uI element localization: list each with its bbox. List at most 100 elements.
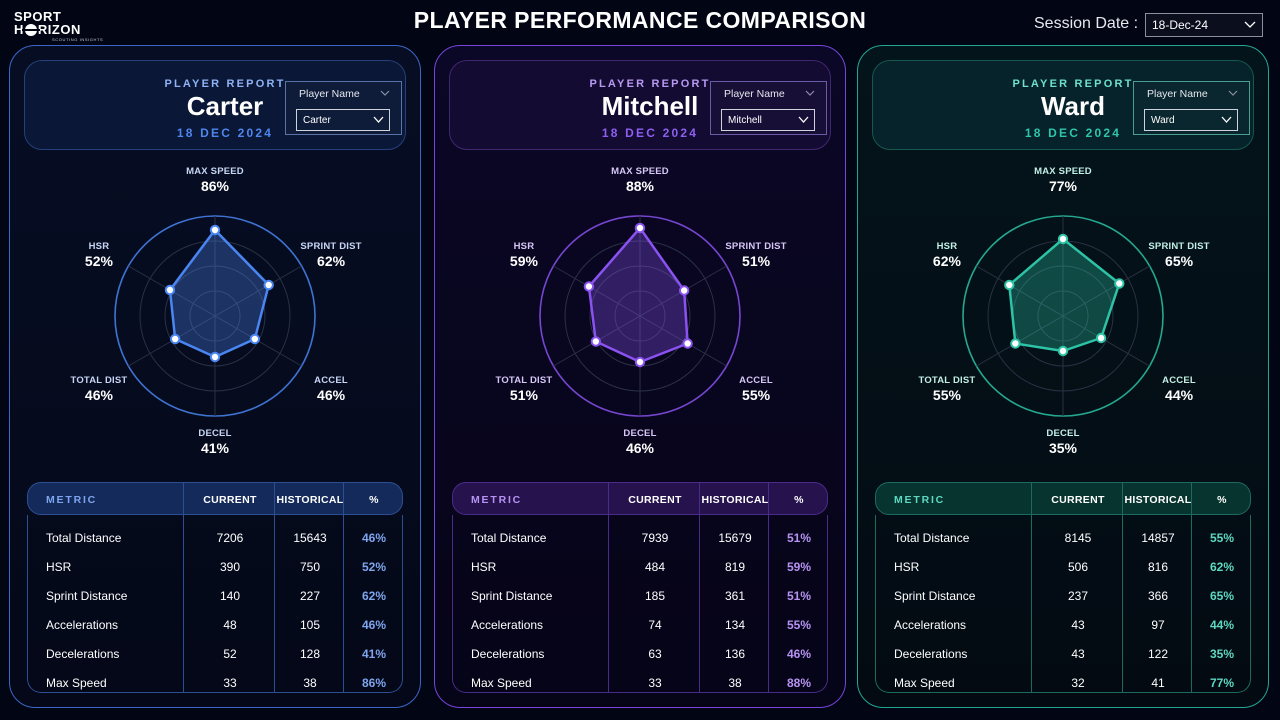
radar-axis-label: DECEL bbox=[1046, 428, 1079, 439]
current-cell: 33 bbox=[223, 676, 237, 690]
column-divider bbox=[699, 482, 700, 693]
radar-point bbox=[634, 356, 646, 368]
chevron-down-icon bbox=[373, 116, 384, 123]
report-date: 18 DEC 2024 bbox=[601, 126, 699, 140]
radar-point bbox=[1095, 332, 1107, 344]
header-metric: METRIC bbox=[471, 494, 523, 506]
column-divider bbox=[343, 482, 344, 693]
radar-point bbox=[634, 222, 646, 234]
player-name-dropdown[interactable]: Carter bbox=[296, 109, 390, 131]
radar-axis-value: 62% bbox=[933, 253, 962, 269]
current-cell: 43 bbox=[1071, 647, 1085, 661]
table-row: Accelerations 43 97 44% bbox=[876, 610, 1252, 639]
table-row: Decelerations 63 136 46% bbox=[453, 639, 829, 668]
table-row: Accelerations 48 105 46% bbox=[28, 610, 404, 639]
radar-axis-value: 35% bbox=[1049, 440, 1078, 456]
historical-cell: 105 bbox=[299, 618, 321, 632]
radar-axis-value: 65% bbox=[1165, 253, 1194, 269]
chevron-down-icon[interactable] bbox=[380, 90, 390, 97]
current-cell: 63 bbox=[648, 647, 662, 661]
historical-cell: 361 bbox=[724, 589, 746, 603]
radar-point bbox=[164, 284, 176, 296]
radar-spoke bbox=[1062, 315, 1150, 367]
historical-cell: 15643 bbox=[293, 531, 327, 545]
table-row: Max Speed 32 41 77% bbox=[876, 668, 1252, 697]
player-name-slicer: Player Name Carter bbox=[285, 81, 402, 135]
metrics-table: METRIC CURRENT HISTORICAL % Total Distan… bbox=[875, 482, 1251, 694]
column-divider bbox=[274, 482, 275, 693]
player-report-label: PLAYER REPORT bbox=[589, 78, 711, 90]
radar-axis-value: 55% bbox=[742, 387, 771, 403]
metric-cell: HSR bbox=[894, 560, 920, 574]
percent-cell: 46% bbox=[361, 531, 387, 545]
radar-point bbox=[169, 333, 181, 345]
report-date: 18 DEC 2024 bbox=[176, 126, 274, 140]
radar-axis-label: MAX SPEED bbox=[611, 166, 669, 177]
metric-cell: Max Speed bbox=[471, 676, 532, 690]
metric-cell: Total Distance bbox=[46, 531, 122, 545]
percent-cell: 55% bbox=[786, 618, 812, 632]
radar-axis-label: SPRINT DIST bbox=[300, 241, 361, 252]
chevron-down-icon[interactable] bbox=[805, 90, 815, 97]
radar-axis-label: SPRINT DIST bbox=[1148, 241, 1209, 252]
historical-cell: 750 bbox=[299, 560, 321, 574]
player-name-dropdown[interactable]: Mitchell bbox=[721, 109, 815, 131]
current-cell: 33 bbox=[648, 676, 662, 690]
player-name-slicer: Player Name Mitchell bbox=[710, 81, 827, 135]
radar-spoke bbox=[1062, 265, 1150, 317]
current-cell: 7939 bbox=[641, 531, 669, 545]
metric-cell: HSR bbox=[46, 560, 72, 574]
slicer-title: Player Name bbox=[1147, 88, 1208, 100]
report-date: 18 DEC 2024 bbox=[1024, 126, 1122, 140]
column-divider bbox=[1191, 482, 1192, 693]
current-cell: 484 bbox=[644, 560, 666, 574]
brand-logo: SPORT H RIZON SCOUTING INSIGHTS bbox=[14, 10, 124, 42]
player-report-label: PLAYER REPORT bbox=[1012, 78, 1134, 90]
table-row: Decelerations 52 128 41% bbox=[28, 639, 404, 668]
historical-cell: 128 bbox=[299, 647, 321, 661]
header-percent: % bbox=[794, 494, 804, 506]
table-row: Max Speed 33 38 88% bbox=[453, 668, 829, 697]
radar-axis-label: MAX SPEED bbox=[1034, 166, 1092, 177]
radar-spoke bbox=[214, 265, 302, 317]
historical-cell: 134 bbox=[724, 618, 746, 632]
metric-cell: HSR bbox=[471, 560, 497, 574]
player-name-dropdown[interactable]: Ward bbox=[1144, 109, 1238, 131]
percent-cell: 52% bbox=[361, 560, 387, 574]
metric-cell: Decelerations bbox=[471, 647, 545, 661]
metric-cell: Decelerations bbox=[46, 647, 120, 661]
historical-cell: 816 bbox=[1147, 560, 1169, 574]
percent-cell: 88% bbox=[786, 676, 812, 690]
table-header: METRIC CURRENT HISTORICAL % bbox=[875, 482, 1251, 515]
player-panel-3: PLAYER REPORT Ward 18 DEC 2024 Player Na… bbox=[857, 45, 1269, 708]
column-divider bbox=[768, 482, 769, 693]
table-row: Accelerations 74 134 55% bbox=[453, 610, 829, 639]
radar-point bbox=[1057, 233, 1069, 245]
radar-axis-value: 77% bbox=[1049, 178, 1078, 194]
header-percent: % bbox=[1217, 494, 1227, 506]
radar-point bbox=[1004, 279, 1015, 291]
chevron-down-icon bbox=[1244, 21, 1256, 28]
percent-cell: 62% bbox=[361, 589, 387, 603]
table-row: Total Distance 7206 15643 46% bbox=[28, 523, 404, 552]
table-row: HSR 484 819 59% bbox=[453, 552, 829, 581]
metric-cell: Sprint Distance bbox=[471, 589, 553, 603]
session-date-dropdown[interactable]: 18-Dec-24 bbox=[1145, 13, 1263, 37]
radar-axis-label: HSR bbox=[937, 241, 958, 252]
column-divider bbox=[183, 482, 184, 693]
logo-line2: H RIZON bbox=[14, 23, 124, 36]
header-current: CURRENT bbox=[203, 494, 257, 506]
percent-cell: 35% bbox=[1209, 647, 1235, 661]
radar-axis-label: TOTAL DIST bbox=[71, 375, 128, 386]
radar-point bbox=[263, 279, 274, 291]
historical-cell: 14857 bbox=[1141, 531, 1175, 545]
metrics-table: METRIC CURRENT HISTORICAL % Total Distan… bbox=[452, 482, 828, 694]
session-date-label: Session Date : bbox=[1034, 15, 1139, 32]
radar-axis-label: HSR bbox=[514, 241, 535, 252]
radar-point bbox=[1057, 345, 1069, 357]
radar-axis-value: 41% bbox=[201, 440, 230, 456]
chevron-down-icon[interactable] bbox=[1228, 90, 1238, 97]
column-divider bbox=[608, 482, 609, 693]
